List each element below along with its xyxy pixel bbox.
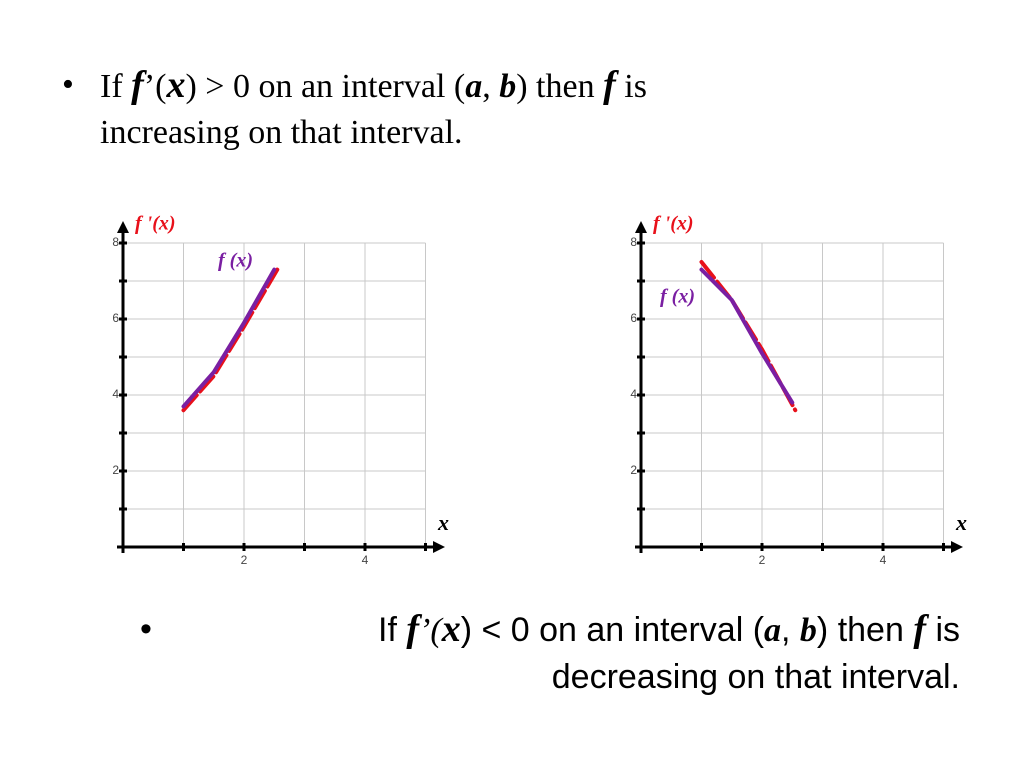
- arrow: [635, 221, 647, 233]
- y-tick-label: 4: [630, 387, 637, 401]
- math: x: [441, 608, 461, 650]
- math: b: [799, 612, 817, 649]
- line: [699, 267, 795, 405]
- y-tick-label: 6: [112, 311, 119, 325]
- text: ) then: [516, 68, 595, 105]
- text: ,: [781, 611, 800, 649]
- y-tick-label: 2: [112, 463, 119, 477]
- x-tick-label: 2: [759, 553, 766, 567]
- math: f: [603, 64, 616, 106]
- y-tick-label: 8: [112, 235, 119, 249]
- arrow: [117, 221, 129, 233]
- x-axis-label: x: [955, 510, 967, 535]
- text: If: [378, 611, 397, 649]
- y-tick-label: 4: [112, 387, 119, 401]
- math: f: [131, 64, 144, 106]
- text: ) < 0 on an interval (: [460, 611, 765, 649]
- x-tick-label: 2: [241, 553, 248, 567]
- bullet: • If f’(x) < 0 on an interval (a, b) then…: [140, 608, 960, 696]
- text: is: [935, 611, 960, 649]
- text: If: [100, 68, 123, 105]
- text: increasing on that interval.: [100, 114, 463, 151]
- text: ’(: [143, 68, 167, 105]
- text: ) then: [816, 611, 904, 649]
- line: [181, 267, 277, 409]
- bullet: • If f’(x) > 0 on an interval (a, b) then…: [62, 64, 647, 151]
- math: a: [764, 612, 782, 649]
- x-tick-label: 4: [880, 553, 887, 567]
- arrow: [433, 541, 445, 553]
- x-tick-label: 4: [362, 553, 369, 567]
- arrow: [951, 541, 963, 553]
- y-axis-label: f '(x): [653, 213, 694, 235]
- text: ,: [482, 68, 500, 105]
- text: is: [624, 68, 647, 105]
- y-axis-label: f '(x): [135, 213, 176, 235]
- y-tick-label: 8: [630, 235, 637, 249]
- math: b: [499, 68, 517, 105]
- series-label: f (x): [660, 286, 695, 308]
- math: f: [913, 608, 926, 650]
- x-axis-label: x: [437, 510, 449, 535]
- text: ’(: [419, 612, 442, 649]
- math: f: [406, 608, 420, 650]
- y-tick-label: 2: [630, 463, 637, 477]
- math: x: [166, 64, 186, 106]
- text: decreasing on that interval.: [551, 658, 960, 696]
- math: a: [465, 68, 483, 105]
- series-label: f (x): [218, 250, 253, 272]
- text: ) > 0 on an interval (: [185, 68, 466, 105]
- y-tick-label: 6: [630, 311, 637, 325]
